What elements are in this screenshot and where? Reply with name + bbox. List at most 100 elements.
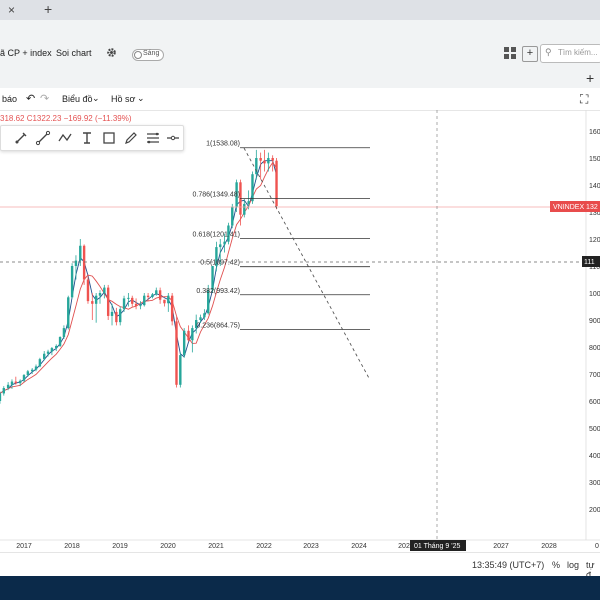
candle-body bbox=[143, 295, 146, 306]
candle-body bbox=[223, 241, 226, 245]
candle-body bbox=[62, 328, 66, 338]
time-tick-label: 2019 bbox=[112, 543, 128, 550]
moving-average-line bbox=[0, 161, 277, 394]
trend-line-icon[interactable] bbox=[35, 130, 51, 146]
undo-icon[interactable]: ↶ bbox=[26, 93, 36, 105]
rectangle-tool-icon[interactable] bbox=[101, 130, 117, 146]
candle-body bbox=[82, 245, 86, 280]
candle-body bbox=[263, 160, 266, 164]
candle-body bbox=[267, 158, 270, 164]
clock-readout: 13:35:49 (UTC+7) bbox=[472, 560, 545, 570]
percent-toggle[interactable]: % bbox=[552, 560, 561, 570]
log-toggle[interactable]: log bbox=[567, 560, 580, 570]
alert-button[interactable]: báo bbox=[2, 94, 18, 104]
theme-toggle[interactable]: Sáng bbox=[132, 49, 164, 61]
candle-body bbox=[251, 174, 254, 202]
price-tick-label: 1500 bbox=[589, 156, 600, 163]
price-chart[interactable]: 1(1538.08) 0.786(1349.48) 0.618(1201.41) 0.… bbox=[0, 110, 600, 552]
candle-body bbox=[2, 388, 5, 394]
fullscreen-icon[interactable]: ⛶ bbox=[580, 92, 589, 106]
price-tick-label: 1100 bbox=[589, 264, 600, 271]
new-tab-icon[interactable]: + bbox=[44, 1, 53, 17]
price-tick-label: 200 bbox=[589, 507, 600, 514]
candle-body bbox=[38, 359, 42, 367]
fibonacci-retracement: 1(1538.08) 0.786(1349.48) 0.618(1201.41) 0.… bbox=[193, 141, 370, 330]
drawing-tools-bar bbox=[0, 125, 184, 151]
candle-body bbox=[94, 295, 98, 304]
candle-body bbox=[227, 225, 230, 242]
candle-body bbox=[34, 366, 38, 370]
moving-average-lines bbox=[0, 160, 277, 394]
candle-body bbox=[74, 260, 78, 266]
crosshair-date-text: 01 Tháng 9 '25 bbox=[414, 543, 460, 550]
fib-level-label: 1(1538.08) bbox=[206, 141, 240, 148]
candle-body bbox=[70, 266, 74, 298]
candle-body bbox=[6, 384, 10, 389]
chart-menu[interactable]: Biểu đồ bbox=[62, 94, 93, 104]
candle-body bbox=[170, 295, 174, 322]
candle-body bbox=[43, 353, 46, 360]
candle-body bbox=[46, 351, 50, 354]
price-tick-label: 500 bbox=[589, 426, 600, 433]
os-taskbar bbox=[0, 576, 600, 600]
price-tick-label: 1400 bbox=[589, 183, 600, 190]
add-layout-button[interactable]: + bbox=[522, 46, 538, 62]
price-tick-label: 600 bbox=[589, 399, 600, 406]
text-tool-icon[interactable] bbox=[79, 130, 95, 146]
profile-menu[interactable]: Hồ sơ bbox=[111, 94, 136, 104]
candle-body bbox=[14, 381, 18, 384]
fib-level-label: 0.786(1349.48) bbox=[193, 192, 240, 199]
time-tick-label: 2021 bbox=[208, 543, 224, 550]
search-input[interactable]: ⚲ Tìm kiếm... bbox=[540, 44, 600, 63]
time-tick-label: 2018 bbox=[64, 543, 80, 550]
time-axis-labels: 2017 2018 2019 2020 2021 2022 2023 2024 202 2027 2… bbox=[16, 543, 599, 550]
candle-body bbox=[146, 295, 150, 298]
add-panel-icon[interactable]: + bbox=[586, 70, 595, 86]
auto-scale-toggle[interactable]: tự đ bbox=[586, 560, 595, 580]
nav-soi-chart[interactable]: Soi chart bbox=[56, 48, 92, 58]
time-tick-label: 2024 bbox=[351, 543, 367, 550]
browser-tab-strip: × + bbox=[0, 0, 600, 20]
candle-body bbox=[163, 299, 166, 304]
time-tick-label: 2022 bbox=[256, 543, 272, 550]
redo-icon[interactable]: ↷ bbox=[40, 93, 50, 105]
tab-close-icon[interactable]: × bbox=[8, 3, 16, 17]
candle-body bbox=[155, 290, 158, 295]
horizontal-line-icon[interactable] bbox=[165, 130, 181, 146]
candle-body bbox=[203, 313, 206, 318]
layout-grid-icon[interactable] bbox=[503, 46, 517, 60]
candle-body bbox=[67, 297, 70, 329]
candle-body bbox=[30, 369, 34, 372]
chevron-down-icon[interactable]: ⌄ bbox=[92, 93, 100, 103]
crosshair-price-text: 111 bbox=[584, 259, 595, 266]
price-tick-label: 300 bbox=[589, 480, 600, 487]
pencil-icon[interactable] bbox=[123, 130, 139, 146]
time-tick-label: 0 bbox=[595, 543, 599, 550]
search-placeholder: Tìm kiếm... bbox=[558, 48, 598, 57]
fib-levels-icon[interactable] bbox=[145, 130, 161, 146]
candle-body bbox=[255, 158, 258, 175]
candle-body bbox=[219, 244, 222, 248]
candles bbox=[0, 149, 278, 404]
settings-gear-icon[interactable] bbox=[106, 47, 117, 58]
price-tick-label: 900 bbox=[589, 318, 600, 325]
price-tick-label: 700 bbox=[589, 372, 600, 379]
candle-body bbox=[91, 301, 94, 304]
candle-body bbox=[259, 158, 262, 161]
zigzag-icon[interactable] bbox=[57, 130, 73, 146]
candle-body bbox=[207, 290, 210, 314]
chevron-down-icon[interactable]: ⌄ bbox=[137, 93, 145, 103]
candle-body bbox=[119, 309, 122, 323]
candle-body bbox=[10, 381, 14, 385]
candle-body bbox=[106, 287, 110, 316]
theme-toggle-label: Sáng bbox=[143, 50, 160, 57]
price-tick-label: 1000 bbox=[589, 291, 600, 298]
candle-body bbox=[58, 337, 62, 346]
nav-stock-index[interactable]: ã CP + index bbox=[0, 48, 52, 58]
candle-body bbox=[275, 160, 278, 207]
brush-icon[interactable] bbox=[13, 130, 29, 146]
candle-body bbox=[131, 297, 134, 304]
candle-body bbox=[187, 330, 190, 341]
candle-body bbox=[98, 293, 102, 296]
price-tick-label: 1300 bbox=[589, 210, 600, 217]
